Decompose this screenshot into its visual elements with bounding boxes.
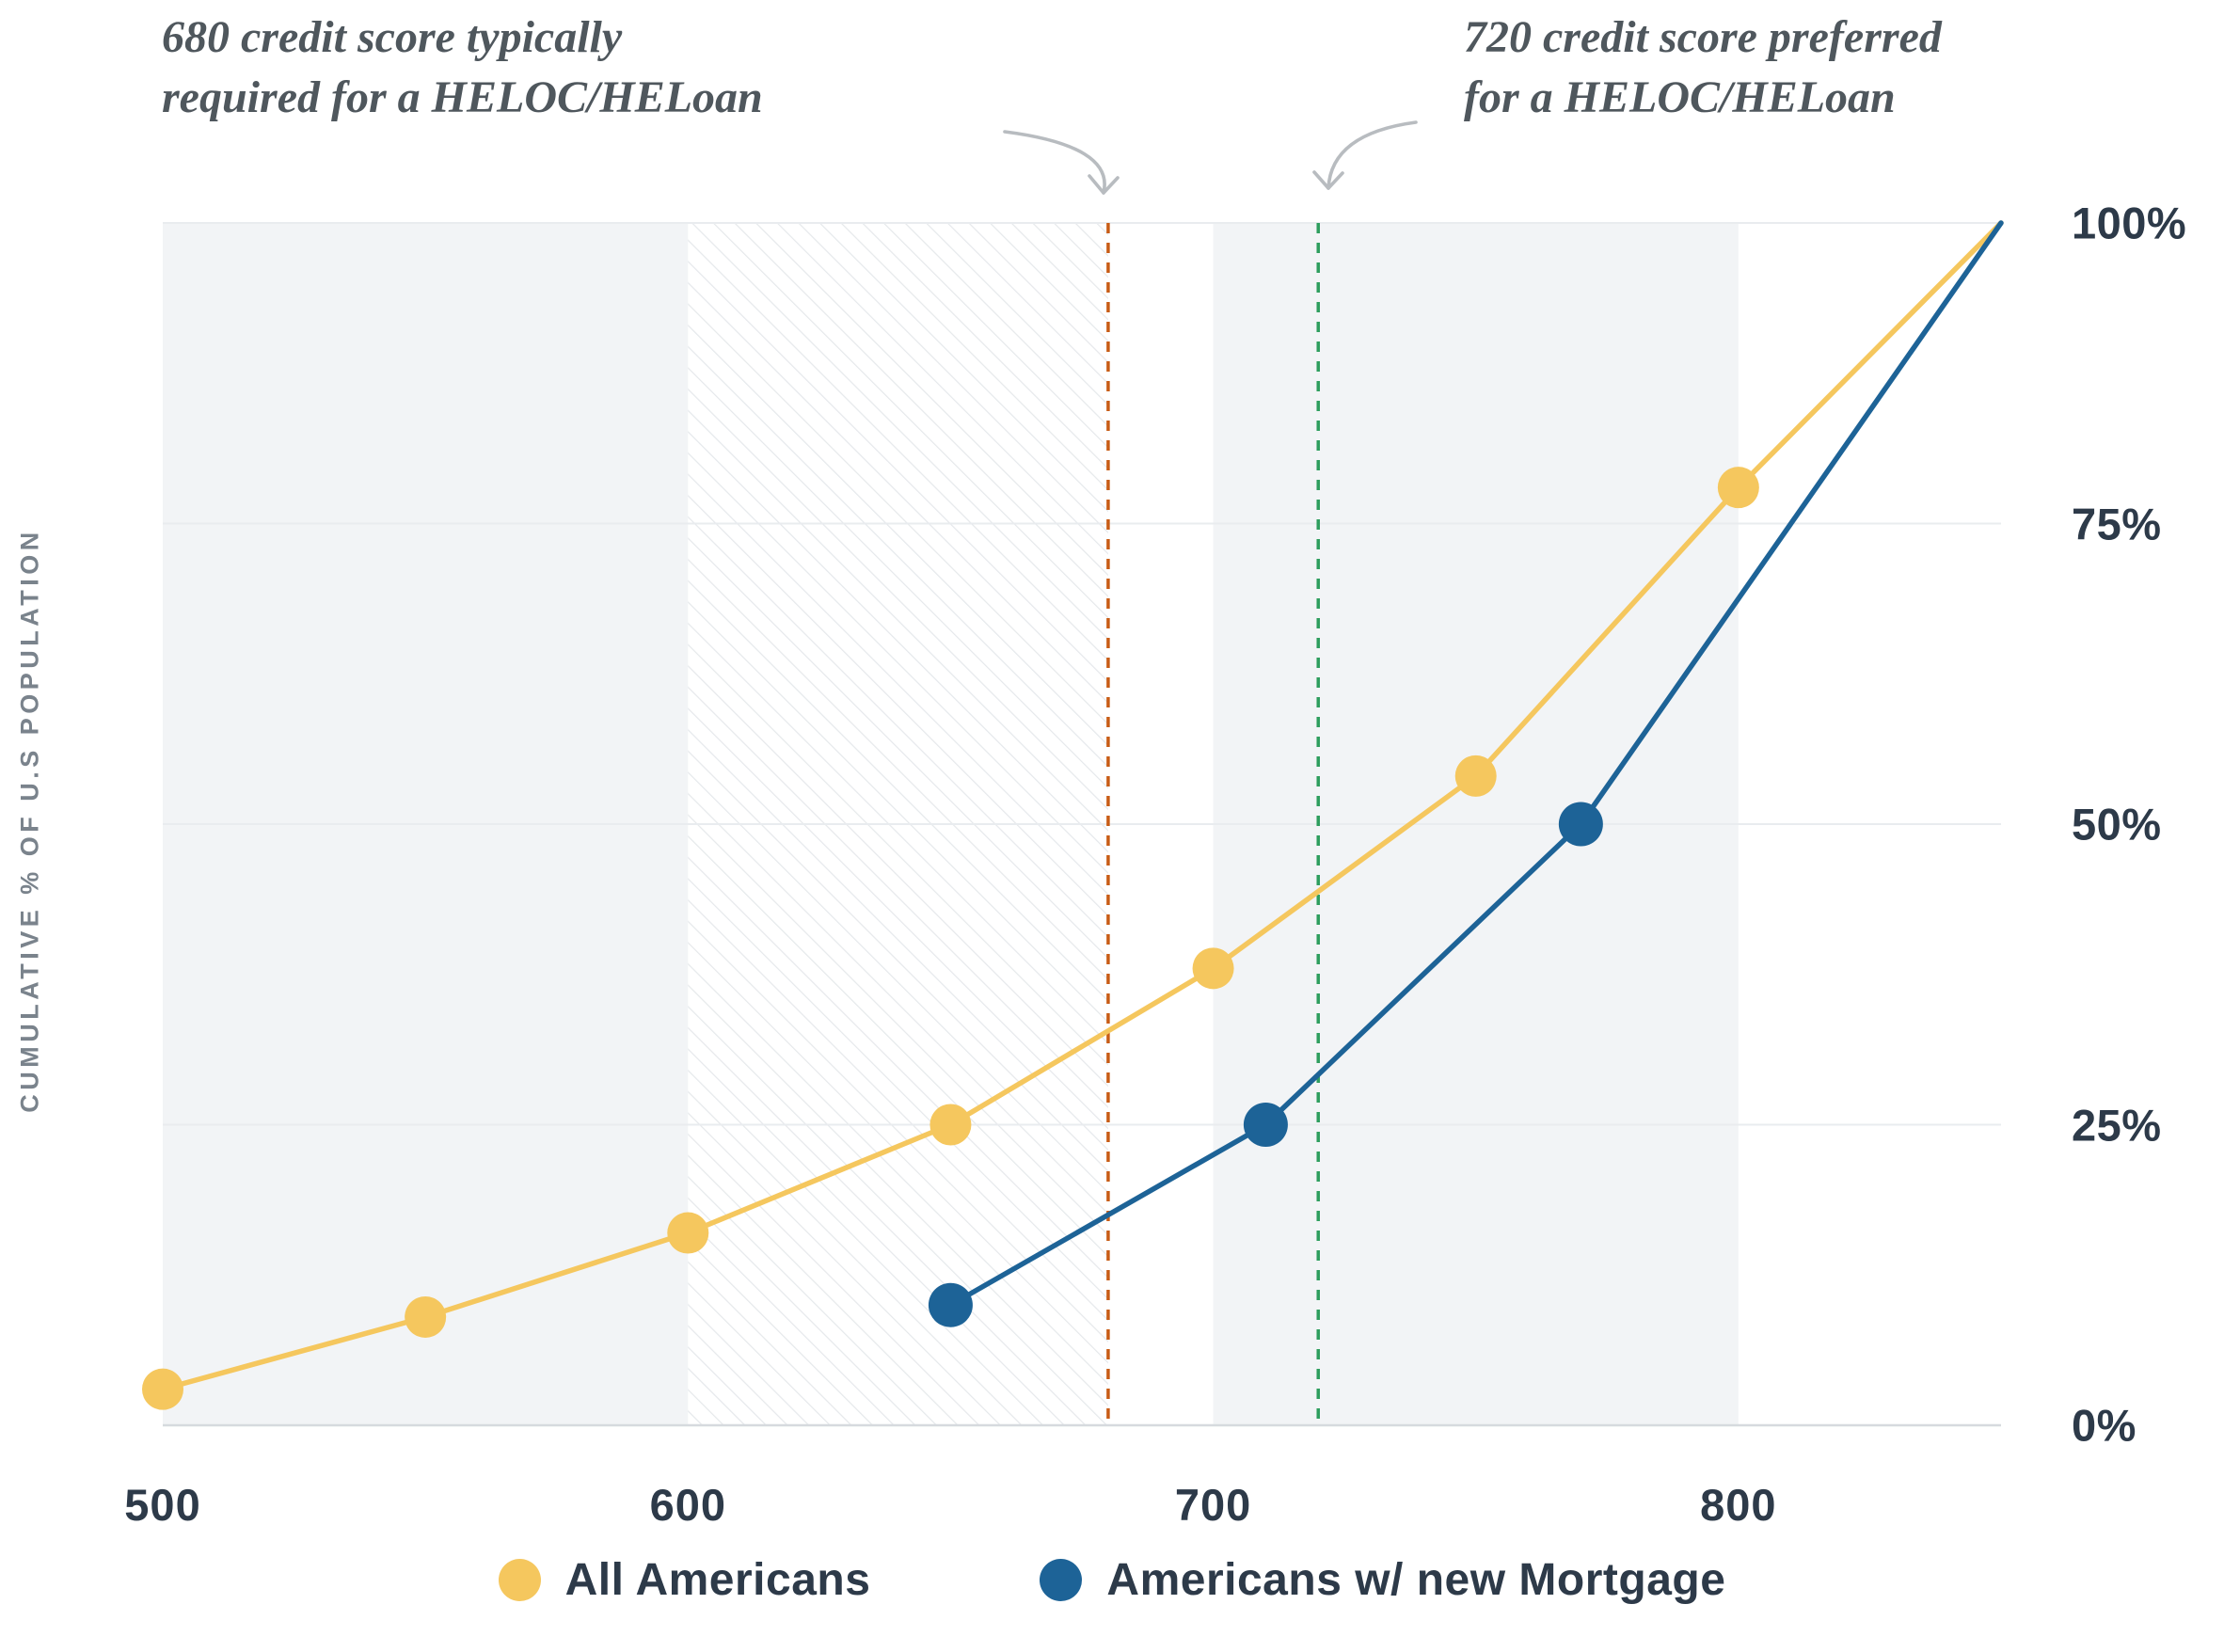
- data-point-series0: [405, 1295, 447, 1338]
- annotation-arrow-720: [1326, 120, 1418, 190]
- data-point-series0: [667, 1212, 709, 1254]
- legend-item-1: Americans w/ new Mortgage: [1040, 1554, 1725, 1606]
- annotation-680: 680 credit score typically required for …: [162, 8, 763, 128]
- legend-item-0: All Americans: [498, 1554, 871, 1606]
- legend: All Americans Americans w/ new Mortgage: [0, 1554, 2224, 1606]
- data-point-series1: [928, 1282, 973, 1327]
- data-point-series0: [929, 1104, 972, 1146]
- annotation-arrow-680-head: [1088, 174, 1120, 195]
- legend-dot-icon: [498, 1559, 541, 1601]
- series-line-1: [947, 220, 2004, 1308]
- data-point-series1: [1558, 802, 1603, 847]
- annotation-arrow-680: [1003, 130, 1106, 195]
- legend-label-0: All Americans: [564, 1555, 871, 1605]
- data-point-series0: [142, 1368, 183, 1410]
- annotation-arrow-720-head: [1312, 170, 1344, 190]
- data-point-series0: [1717, 467, 1759, 509]
- annotation-720-line2: for a HELOC/HELoan: [1464, 72, 1896, 122]
- data-point-series0: [1454, 755, 1497, 797]
- annotation-720-line1: 720 credit score preferred: [1464, 12, 1942, 62]
- annotation-680-line1: 680 credit score typically: [162, 12, 623, 62]
- legend-label-1: Americans w/ new Mortgage: [1106, 1555, 1726, 1605]
- series-line-0: [160, 220, 2004, 1392]
- data-point-series0: [1192, 947, 1234, 990]
- annotation-680-line2: required for a HELOC/HELoan: [162, 72, 763, 122]
- annotation-720: 720 credit score preferred for a HELOC/H…: [1464, 8, 1942, 128]
- data-point-series1: [1243, 1103, 1288, 1147]
- legend-dot-icon: [1040, 1559, 1083, 1601]
- y-axis-title: CUMULATIVE % OF U.S POPULATION: [15, 528, 44, 1113]
